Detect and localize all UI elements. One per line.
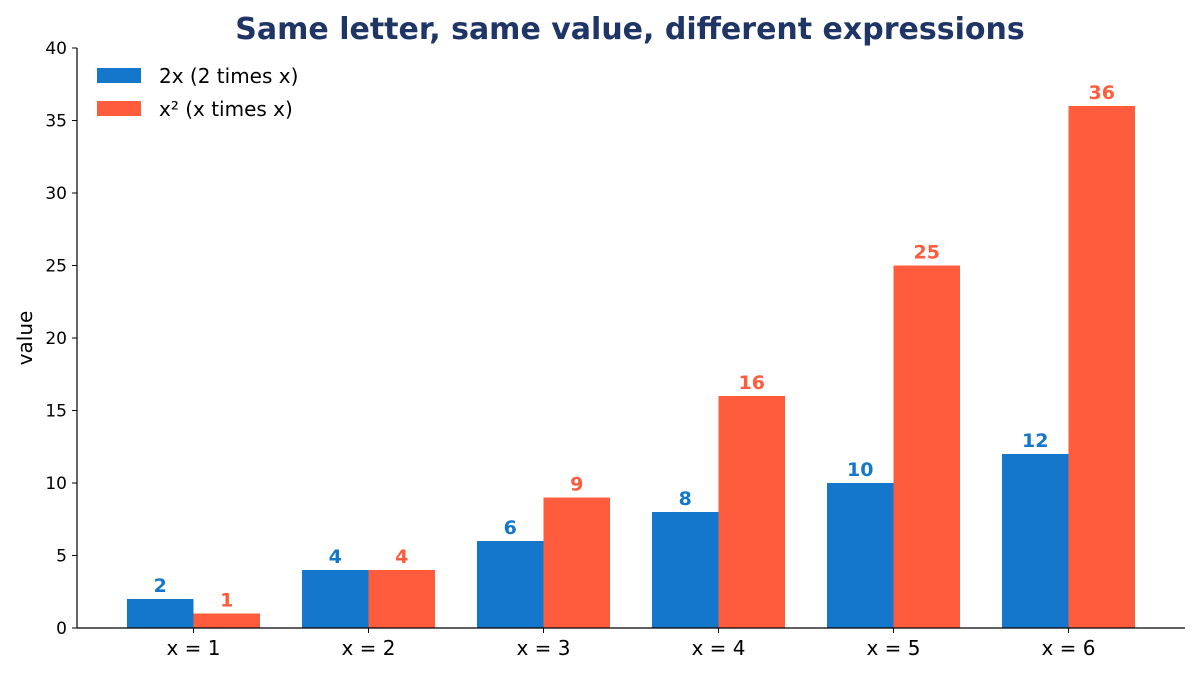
y-tick-label-3: 10 [45,474,67,494]
bar-series1-6 [1002,454,1069,628]
data-label-series2-4: 16 [739,372,765,394]
data-label-series1-1: 2 [154,575,167,597]
data-label-series2-3: 9 [570,474,583,496]
axes-layer: x = 1 x = 2 x = 3 x = 4 x = 5 x = 6 0 5 10 15 20 25… [45,39,1185,660]
bars-layer: 2 1 4 4 6 9 8 16 10 25 12 36 [127,82,1135,628]
bar-series1-5 [827,483,894,628]
data-label-series1-6: 12 [1022,430,1048,452]
y-axis-label: value [13,311,37,366]
x-tick-label-1: x = 1 [166,636,220,660]
y-tick-label-5: 20 [45,329,67,349]
y-tick-label-6: 25 [45,257,67,277]
y-tick-label-2: 5 [56,547,67,567]
data-label-series1-3: 6 [504,517,517,539]
bar-series2-2 [368,570,435,628]
data-label-series2-2: 4 [395,546,408,568]
y-tick-label-4: 15 [45,402,67,422]
data-label-series2-6: 36 [1089,82,1115,104]
x-tick-label-4: x = 4 [691,636,745,660]
y-tick-label-8: 35 [45,112,67,132]
bar-series1-2 [302,570,369,628]
y-tick-label-9: 40 [45,39,67,59]
chart-title: Same letter, same value, different expre… [235,12,1024,47]
legend-label-2: x² (x times x) [159,97,293,121]
bar-series2-5 [893,265,960,628]
legend-swatch-2 [97,101,141,116]
legend: 2x (2 times x) x² (x times x) [97,64,298,121]
data-label-series1-5: 10 [847,459,873,481]
data-label-series1-2: 4 [329,546,342,568]
bar-series2-3 [543,497,610,628]
data-label-series2-1: 1 [220,590,233,612]
x-tick-label-5: x = 5 [866,636,920,660]
x-tick-label-2: x = 2 [341,636,395,660]
bar-series2-6 [1068,106,1135,628]
legend-swatch-1 [97,68,141,83]
data-label-series2-5: 25 [914,242,940,264]
bar-series1-4 [652,512,719,628]
y-tick-label-1: 0 [56,619,67,639]
x-tick-label-6: x = 6 [1041,636,1095,660]
legend-label-1: 2x (2 times x) [159,64,298,88]
data-label-series1-4: 8 [679,488,692,510]
bar-series1-3 [477,541,544,628]
bar-series2-4 [718,396,785,628]
x-tick-label-3: x = 3 [516,636,570,660]
bar-series1-1 [127,599,194,628]
bar-series2-1 [193,613,260,628]
y-tick-label-7: 30 [45,184,67,204]
